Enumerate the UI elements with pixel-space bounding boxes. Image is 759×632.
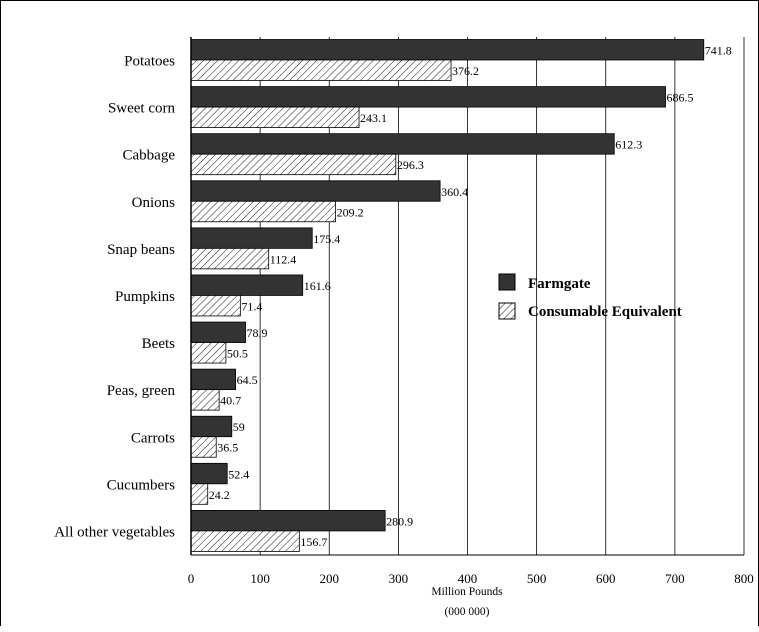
legend: Farmgate Consumable Equivalent [498, 273, 682, 320]
bar-consumable-equivalent [190, 483, 209, 505]
bar-consumable-equivalent [190, 436, 217, 458]
legend-label-consumable: Consumable Equivalent [528, 304, 682, 320]
data-label: 156.7 [300, 535, 327, 549]
x-tick-label: 700 [665, 571, 685, 586]
data-label: 50.5 [227, 347, 248, 361]
bar-consumable-equivalent [190, 153, 397, 176]
x-tick-label: 600 [596, 571, 616, 586]
x-tick-label: 100 [250, 571, 270, 586]
bar-consumable-equivalent [190, 389, 220, 411]
data-label: 686.5 [667, 91, 694, 105]
data-label: 112.4 [270, 252, 297, 266]
x-axis-title-units: (000 000) [444, 606, 489, 618]
data-label: 161.6 [304, 279, 331, 293]
category-label: Peas, green [107, 383, 176, 399]
bar-farmgate [190, 368, 236, 391]
bar-farmgate [190, 274, 304, 296]
bar-farmgate [190, 86, 666, 108]
category-label: Pumpkins [115, 289, 175, 305]
data-label: 175.4 [313, 232, 340, 246]
x-axis-title: Million Pounds [431, 586, 503, 598]
category-label: Snap beans [107, 242, 175, 258]
bar-farmgate [190, 227, 313, 249]
data-label: 59 [233, 420, 245, 434]
bar-farmgate [190, 321, 246, 343]
data-label: 243.1 [360, 111, 387, 125]
bar-consumable-equivalent [190, 342, 227, 364]
bar-farmgate [190, 462, 228, 485]
category-label: Cabbage [123, 148, 176, 164]
legend-swatch-consumable [498, 302, 516, 320]
data-label: 71.4 [241, 299, 262, 313]
bar-consumable-equivalent [190, 59, 452, 81]
x-tick-label: 0 [188, 571, 195, 586]
bar-farmgate [190, 39, 705, 61]
data-label: 612.3 [615, 138, 642, 152]
bar-consumable-equivalent [190, 295, 241, 317]
data-label: 78.9 [247, 326, 268, 340]
bar-farmgate [190, 133, 615, 155]
category-label: Beets [142, 336, 175, 352]
data-label: 64.5 [237, 373, 258, 387]
x-tick-label: 400 [458, 571, 478, 586]
category-label: Sweet corn [108, 101, 176, 117]
bar-consumable-equivalent [190, 247, 270, 270]
data-label: 376.2 [452, 64, 479, 78]
category-label: Cucumbers [107, 477, 175, 493]
bar-consumable-equivalent [190, 106, 360, 128]
x-tick-label: 200 [320, 571, 340, 586]
data-label: 280.9 [386, 514, 413, 528]
data-label: 741.8 [705, 44, 732, 58]
legend-label-farmgate: Farmgate [528, 276, 591, 292]
category-label: Onions [132, 195, 176, 211]
legend-swatch-farmgate [498, 273, 516, 291]
data-label: 209.2 [337, 205, 364, 219]
x-tick-label: 800 [734, 571, 754, 586]
bar-consumable-equivalent [190, 530, 300, 552]
data-label: 52.4 [228, 467, 249, 481]
data-label: 296.3 [397, 158, 424, 172]
category-label: Potatoes [124, 54, 175, 70]
data-label: 40.7 [220, 394, 241, 408]
bar-farmgate [190, 180, 441, 202]
x-tick-label: 300 [389, 571, 409, 586]
data-label: 24.2 [209, 488, 230, 502]
x-tick-label: 500 [527, 571, 547, 586]
bar-consumable-equivalent [190, 200, 337, 223]
category-label: Carrots [131, 430, 175, 446]
category-label: All other vegetables [54, 524, 175, 540]
data-label: 36.5 [217, 441, 238, 455]
bar-farmgate [190, 510, 386, 532]
bar-farmgate [190, 415, 233, 438]
data-label: 360.4 [441, 185, 468, 199]
